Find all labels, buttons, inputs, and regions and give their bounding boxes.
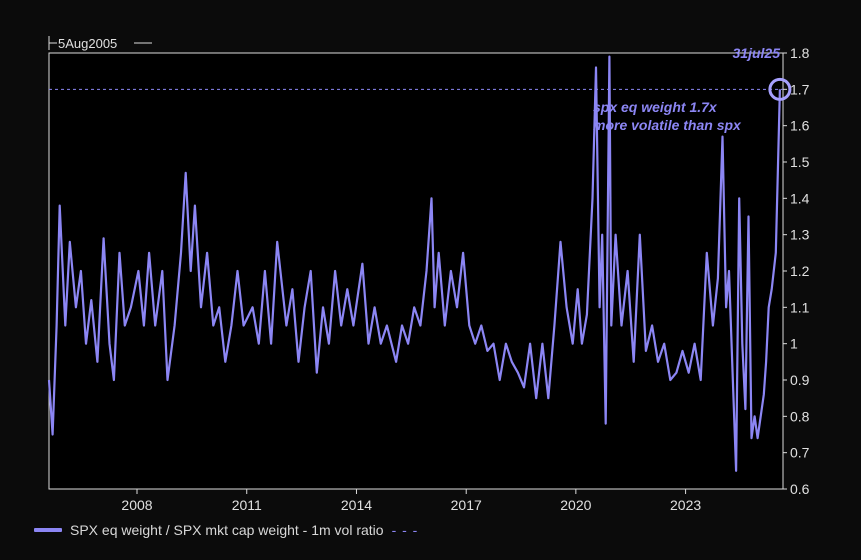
annotation-line: spx eq weight 1.7x [593,99,718,115]
x-tick-label: 2020 [560,497,591,513]
x-tick-label: 2008 [121,497,152,513]
y-tick-label: 1.6 [790,118,810,134]
x-tick-label: 2023 [670,497,701,513]
x-tick-label: 2011 [232,497,262,513]
y-tick-label: 0.6 [790,481,810,497]
y-tick-label: 1.3 [790,227,810,243]
y-tick-label: 0.8 [790,408,810,424]
start-date-label: 5Aug2005 [58,36,117,51]
y-tick-label: 1.7 [790,81,810,97]
legend-dash: - - - [391,522,419,538]
plot-area [48,52,784,490]
legend-label: SPX eq weight / SPX mkt cap weight - 1m … [70,522,384,538]
legend: SPX eq weight / SPX mkt cap weight - 1m … [34,520,418,540]
y-tick-label: 0.9 [790,372,810,388]
latest-point-marker [768,77,792,101]
y-tick-label: 1 [790,336,798,352]
y-tick-label: 1.4 [790,190,810,206]
y-tick-label: 1.8 [790,45,810,61]
y-tick-label: 1.1 [790,299,810,315]
y-tick-label: 1.5 [790,154,810,170]
series-line-0 [47,55,781,472]
annotation-line: more volatile than spx [593,117,742,133]
x-tick-label: 2014 [341,497,372,513]
y-tick-label: 1.2 [790,263,810,279]
latest-date-label: 31jul25 [733,45,781,61]
legend-swatch [34,528,62,532]
y-tick-label: 0.7 [790,445,810,461]
x-tick-label: 2017 [451,497,482,513]
